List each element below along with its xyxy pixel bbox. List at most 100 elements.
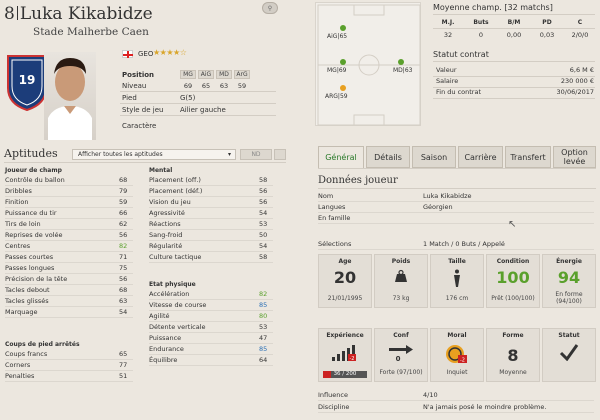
divider: [433, 98, 595, 99]
aptitude-name: Marquage: [5, 308, 38, 316]
contract-value: 230 000 €: [560, 77, 594, 85]
club-logo: 19: [4, 52, 50, 112]
aptitude-value: 64: [259, 356, 268, 364]
row-divider: [5, 262, 133, 263]
aptitude-value: 65: [119, 350, 128, 358]
nd-options-button[interactable]: [274, 149, 286, 160]
aptitude-value: 82: [119, 242, 128, 250]
row-divider: [5, 240, 133, 241]
player-data-row: Langues Géorgien: [318, 202, 594, 213]
stat-card-énergie: Énergie 94 En forme (94/100): [542, 254, 596, 308]
row-divider: [149, 251, 273, 252]
stat-card-title: Expérience: [326, 332, 364, 339]
row-divider: [318, 223, 594, 224]
divider: [433, 61, 595, 62]
aptitude-value: 68: [119, 176, 128, 184]
tab-carri-re[interactable]: Carrière: [458, 146, 503, 168]
zoom-icon[interactable]: ⚲: [262, 2, 278, 14]
level-label: Niveau: [122, 82, 147, 90]
stat-card-sub: 176 cm: [445, 295, 469, 302]
aptitudes-filter-select[interactable]: Afficher toutes les aptitudes ▾: [72, 149, 236, 160]
footer-label: Discipline: [318, 403, 350, 411]
stat-card-taille: Taille 176 cm: [430, 254, 484, 308]
tab-général[interactable]: Général: [318, 146, 364, 168]
aptitude-row: Vision du jeu 56: [149, 197, 273, 208]
player-number: 8: [4, 4, 15, 24]
divider: [4, 162, 286, 163]
player-title: 8 Luka Kikabidze: [4, 4, 153, 24]
player-data-row: Sélections 1 Match / 0 Buts / Appelé: [318, 239, 594, 250]
nd-button[interactable]: ND: [240, 149, 272, 160]
stat-card-title: Statut: [558, 332, 580, 339]
aptitude-value: 80: [259, 312, 268, 320]
aptitude-row: Coups francs 65: [5, 349, 133, 360]
aptitude-row: Vitesse de course 85: [149, 300, 273, 311]
aptitude-row: Finition 59: [5, 197, 133, 208]
aptitude-value: 62: [119, 220, 128, 228]
aptitude-row: Tacles glissés 63: [5, 296, 133, 307]
position-md: MD: [216, 70, 232, 79]
tab-saison[interactable]: Saison: [412, 146, 456, 168]
row-divider: [149, 207, 273, 208]
aptitude-name: Puissance du tir: [5, 209, 57, 217]
stat-card-title: Forme: [502, 332, 524, 339]
row-divider: [149, 229, 273, 230]
tab-option-levée[interactable]: Option levée: [553, 146, 596, 168]
aptitude-name: Tacles debout: [5, 286, 50, 294]
row-divider: [5, 370, 133, 371]
aptitude-name: Accélération: [149, 290, 190, 298]
aptitude-value: 71: [119, 253, 128, 261]
player-data-row: En famille: [318, 213, 594, 224]
pos-dot-mg: [340, 59, 346, 65]
tab-transfert[interactable]: Transfert: [505, 146, 551, 168]
experience-bar: 36 / 200: [323, 371, 367, 378]
average-value: 2/0/0: [571, 31, 589, 39]
aptitude-value: 63: [119, 297, 128, 305]
player-photo: [44, 52, 96, 140]
stat-card-value: 20: [333, 268, 357, 287]
stat-card-forme: Forme 8 Moyenne: [486, 328, 540, 382]
set-pieces-header: Coups de pied arrêtés: [5, 341, 80, 348]
aptitude-value: 85: [259, 301, 268, 309]
aptitude-name: Penalties: [5, 372, 35, 380]
row-divider: [5, 185, 133, 186]
stat-card-title: Conf: [393, 332, 409, 339]
average-title: Moyenne champ. [32 matchs]: [433, 3, 553, 12]
divider: [433, 28, 595, 29]
height-icon: [431, 269, 483, 289]
position-pitch: AiG|65 MG|69 MD|63 ARG|59: [315, 2, 421, 126]
aptitude-value: 68: [119, 286, 128, 294]
stat-card-title: Poids: [391, 258, 411, 265]
aptitude-name: Corners: [5, 361, 31, 369]
aptitude-row: Contrôle du ballon 68: [5, 175, 133, 186]
player-data-label: Nom: [318, 192, 334, 200]
aptitudes-filter-value: Afficher toutes les aptitudes: [78, 151, 163, 158]
club-name[interactable]: Stade Malherbe Caen: [33, 26, 149, 38]
row-divider: [5, 273, 133, 274]
average-header: M.J.: [441, 19, 455, 26]
contract-label: Valeur: [436, 66, 457, 74]
row-divider: [5, 381, 133, 382]
svg-text:-2: -2: [350, 356, 355, 362]
average-header: B/M: [507, 19, 521, 26]
aptitude-value: 56: [259, 187, 268, 195]
aptitude-name: Dribbles: [5, 187, 32, 195]
mental-header: Mental: [149, 167, 173, 174]
aptitude-value: 53: [259, 220, 268, 228]
player-data-value: Géorgien: [423, 203, 453, 211]
row-divider: [318, 249, 594, 250]
aptitude-row: Agressivité 54: [149, 208, 273, 219]
aptitude-value: 54: [259, 242, 268, 250]
aptitude-row: Régularité 54: [149, 241, 273, 252]
aptitude-value: 79: [119, 187, 128, 195]
stat-card-expérience: Expérience -2 36 / 200: [318, 328, 372, 382]
aptitude-name: Équilibre: [149, 356, 178, 364]
tab-détails[interactable]: Détails: [366, 146, 410, 168]
stat-card-statut: Statut: [542, 328, 596, 382]
row-divider: [149, 332, 273, 333]
aptitude-row: Puissance du tir 66: [5, 208, 133, 219]
average-header: PD: [542, 19, 552, 26]
aptitude-row: Marquage 54: [5, 307, 133, 318]
stat-card-sub: Forte (97/100): [379, 369, 423, 376]
stat-card-value: 100: [496, 268, 530, 287]
